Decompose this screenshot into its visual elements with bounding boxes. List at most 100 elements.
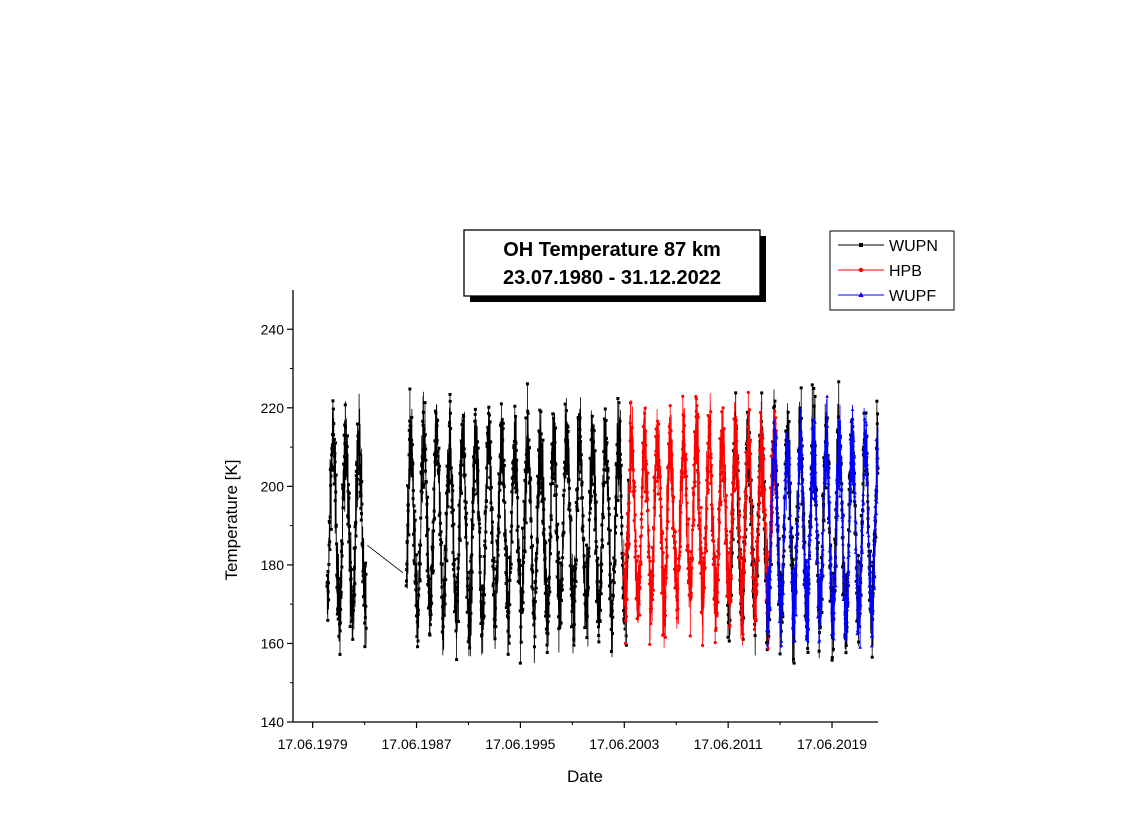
data-point: [784, 462, 788, 466]
data-point: [419, 470, 423, 474]
data-point: [830, 658, 834, 662]
data-point: [613, 562, 617, 566]
data-point: [604, 468, 608, 472]
data-point: [783, 477, 787, 482]
data-point: [612, 570, 616, 574]
data-point: [362, 567, 366, 571]
data-point: [752, 584, 756, 588]
data-point: [632, 481, 636, 485]
data-point: [773, 487, 778, 491]
data-point: [563, 475, 567, 479]
data-point: [429, 613, 433, 617]
data-point: [341, 506, 345, 510]
data-point: [632, 518, 636, 523]
data-point: [806, 646, 810, 650]
data-point: [760, 494, 764, 498]
data-point: [508, 555, 512, 559]
data-point: [708, 432, 712, 436]
data-point: [409, 443, 413, 447]
data-point: [745, 477, 749, 482]
data-point: [487, 405, 491, 409]
data-point: [834, 507, 839, 512]
data-point: [659, 486, 663, 490]
data-point: [604, 418, 608, 422]
data-point: [424, 458, 428, 462]
data-point: [818, 611, 822, 615]
data-point: [827, 549, 832, 553]
data-point: [710, 473, 714, 478]
data-point: [424, 447, 428, 451]
data-point: [756, 530, 760, 534]
data-point: [759, 459, 763, 464]
data-point: [338, 576, 342, 580]
data-point: [621, 596, 625, 600]
data-point: [596, 563, 600, 567]
data-point: [327, 562, 331, 566]
data-point: [847, 481, 852, 485]
data-point: [746, 457, 750, 461]
data-point: [574, 558, 578, 562]
data-point: [411, 462, 415, 466]
data-point: [730, 512, 734, 516]
data-point: [525, 464, 529, 468]
data-point: [673, 530, 677, 534]
data-point: [509, 562, 513, 566]
data-point: [817, 649, 821, 653]
data-point: [678, 507, 682, 511]
data-point: [873, 532, 877, 536]
data-point: [697, 527, 702, 531]
data-point: [611, 615, 615, 619]
data-point: [440, 585, 444, 589]
data-point: [797, 467, 801, 472]
data-point: [344, 451, 348, 455]
data-point: [861, 492, 865, 496]
data-point: [544, 580, 548, 584]
data-point: [522, 518, 526, 522]
data-point: [852, 493, 857, 498]
data-point: [446, 481, 450, 485]
data-point: [790, 580, 794, 585]
y-tick-label: 220: [261, 400, 285, 416]
data-point: [837, 431, 842, 435]
data-point: [806, 616, 810, 621]
data-point: [754, 539, 758, 543]
data-point: [709, 503, 714, 507]
data-point: [450, 498, 454, 502]
data-point: [813, 420, 817, 424]
data-point: [729, 577, 734, 581]
data-point: [420, 464, 424, 468]
data-point: [856, 605, 861, 610]
data-point: [516, 496, 520, 500]
data-point: [757, 475, 761, 479]
data-point: [595, 620, 599, 624]
data-point: [873, 514, 877, 518]
data-point: [558, 593, 562, 597]
data-point: [619, 494, 623, 498]
data-point: [763, 522, 768, 526]
data-point: [787, 455, 792, 459]
data-point: [767, 581, 771, 586]
data-point: [421, 410, 425, 414]
data-point: [566, 453, 570, 457]
data-point: [817, 605, 822, 609]
data-point: [634, 544, 638, 549]
data-point: [509, 510, 513, 514]
data-point: [644, 443, 648, 447]
data-point: [600, 562, 604, 566]
data-point: [510, 482, 514, 486]
data-point: [630, 425, 634, 429]
data-point: [333, 441, 337, 445]
data-point: [551, 461, 555, 465]
data-point: [773, 399, 777, 403]
data-point: [876, 412, 880, 416]
data-point: [753, 634, 757, 638]
data-point: [614, 462, 618, 466]
data-point: [750, 545, 754, 549]
data-point: [740, 579, 744, 583]
data-point: [841, 555, 846, 559]
data-point: [518, 558, 522, 562]
data-point: [483, 509, 487, 513]
data-point: [810, 383, 814, 387]
data-point: [519, 625, 523, 629]
data-point: [847, 528, 852, 533]
